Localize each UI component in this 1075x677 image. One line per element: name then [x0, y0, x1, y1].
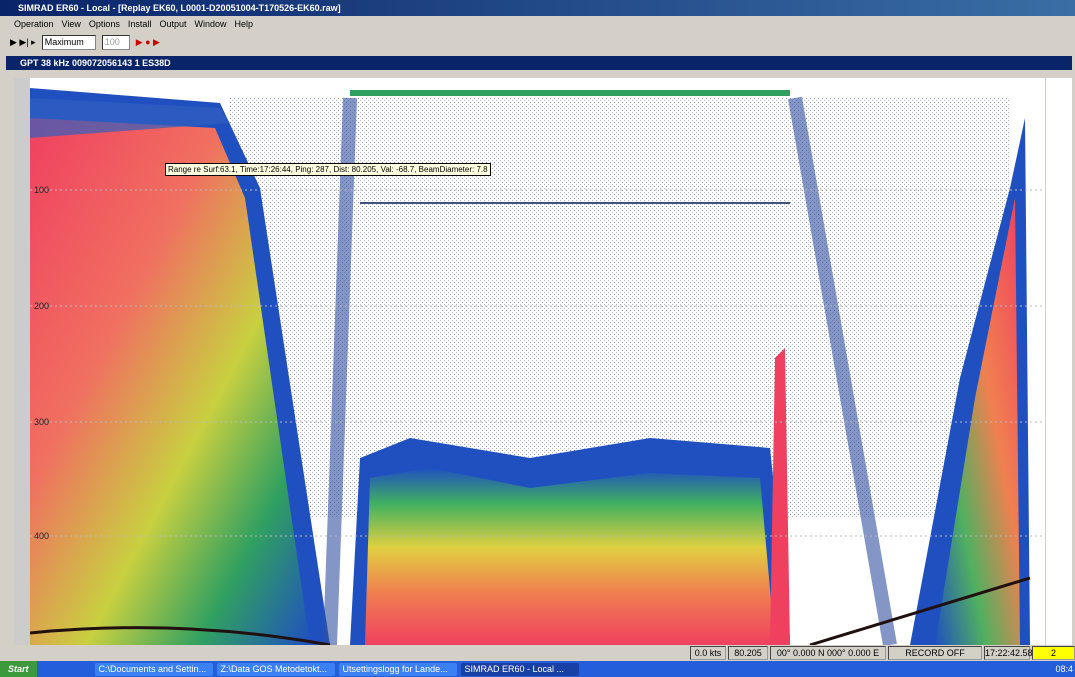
status-field: 00° 0.000 N 000° 0.000 E	[770, 646, 886, 660]
taskbar: Start C:\Documents and Settin... Z:\Data …	[0, 661, 1075, 677]
side-panel	[1046, 78, 1072, 645]
range-field[interactable]: 100	[101, 34, 130, 50]
status-field: 80.205 nmi	[728, 646, 768, 671]
depth-label: 100	[34, 185, 50, 195]
menu-item[interactable]: Operation	[14, 19, 54, 29]
taskbar-button[interactable]: SIMRAD ER60 - Local ...	[460, 662, 579, 676]
depth-label: 200	[34, 301, 50, 311]
taskbar-button[interactable]: Utsettingslogg for Lande...	[338, 662, 457, 676]
taskbar-button[interactable]: Z:\Data GOS Metodetokt...	[216, 662, 335, 676]
toolbar: ▶ ▶| ▸ Maximum 100 ▶ ● ▶	[10, 34, 160, 50]
play-button[interactable]: ▶ ▶| ▸	[10, 36, 36, 47]
start-button[interactable]: Start	[0, 661, 37, 677]
status-field: 2 Warnings	[1032, 646, 1075, 671]
menu-item[interactable]: Output	[159, 19, 187, 29]
menu-item[interactable]: Install	[127, 19, 152, 29]
range-combo[interactable]: Maximum	[41, 34, 96, 50]
record-button[interactable]: ▶ ● ▶	[135, 36, 160, 47]
echogram	[30, 78, 1045, 645]
depth-label: 400	[34, 531, 50, 541]
menu-item[interactable]: Help	[234, 19, 253, 29]
clock: 08:4	[1055, 664, 1073, 674]
taskbar-button[interactable]: C:\Documents and Settin...	[94, 662, 213, 676]
depth-label: 300	[34, 417, 50, 427]
tooltip: Range re Surf:63.1, Time:17:26:44, Ping:…	[165, 163, 491, 176]
status-field: RECORD OFF	[888, 646, 982, 660]
echogram-title: GPT 38 kHz 009072056143 1 ES38D	[6, 56, 1072, 70]
ruler	[14, 78, 31, 645]
menu-item[interactable]: View	[61, 19, 81, 29]
menu-item[interactable]: Options	[88, 19, 120, 29]
status-field: 17:22:42.58	[984, 646, 1033, 660]
window-title: SIMRAD ER60 - Local - [Replay EK60, L000…	[0, 0, 1075, 16]
menu-bar: Operation View Options Install Output Window H…	[14, 18, 253, 30]
status-field: 0.0 kts	[690, 646, 726, 660]
menu-item[interactable]: Window	[194, 19, 227, 29]
